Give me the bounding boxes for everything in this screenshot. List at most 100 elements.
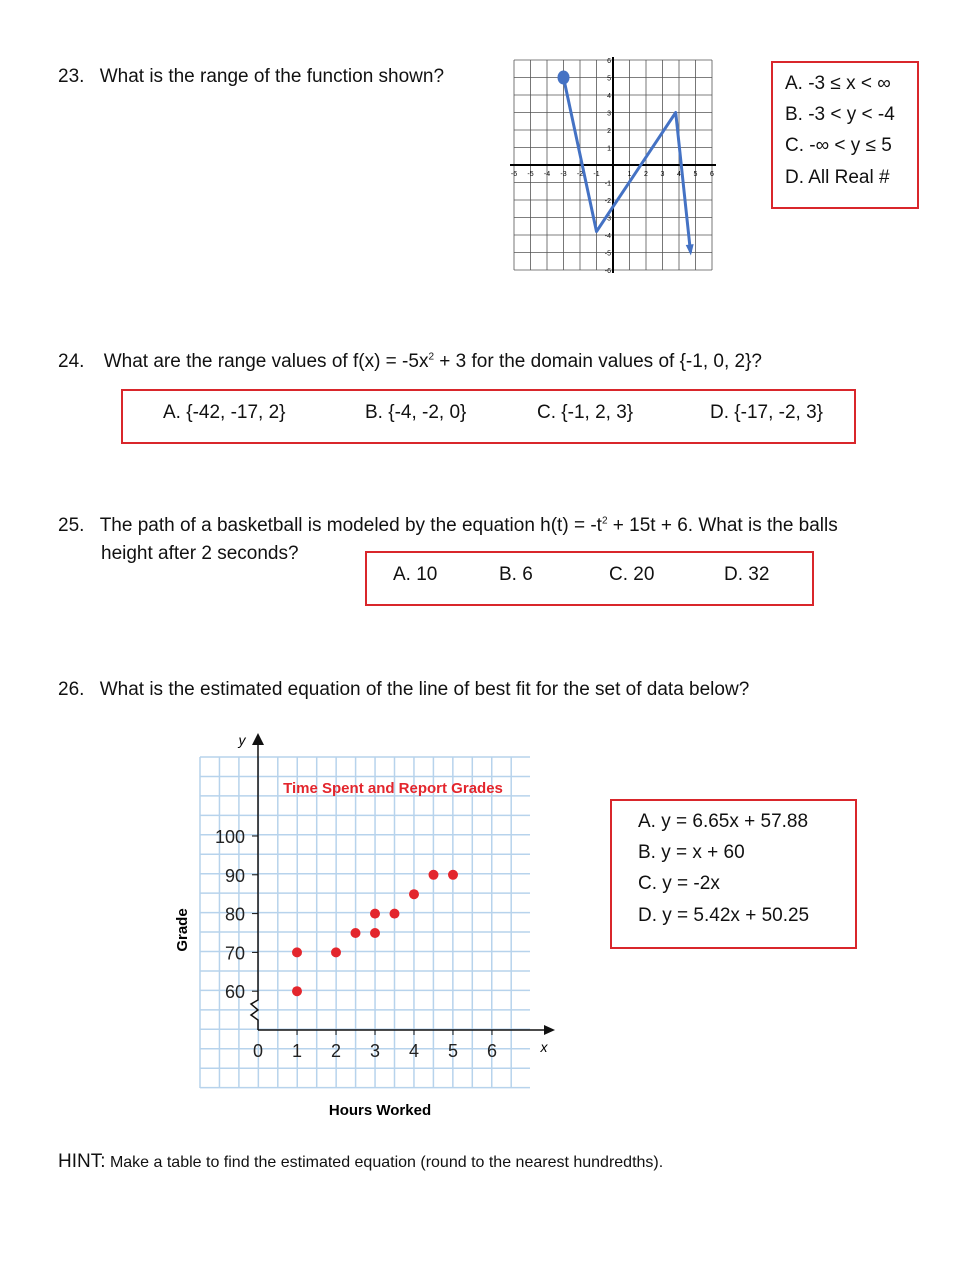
x-tick-label: 3 xyxy=(370,1041,380,1061)
q25-text-after: + 15t + 6. What is the balls xyxy=(607,515,838,536)
y-tick-label: -6 xyxy=(605,268,611,275)
q23-choice-d[interactable]: D. All Real # xyxy=(785,167,890,188)
q23-choice-a[interactable]: A. -3 ≤ x < ∞ xyxy=(785,73,891,94)
q26-choice-d[interactable]: D. y = 5.42x + 50.25 xyxy=(638,905,810,926)
x-tick-label: 4 xyxy=(409,1041,419,1061)
chart-axes xyxy=(249,733,555,1035)
q26-choice-b[interactable]: B. y = x + 60 xyxy=(638,842,745,863)
q25-choices-box: A. 10 B. 6 C. 20 D. 32 xyxy=(365,551,814,606)
data-point xyxy=(389,908,400,919)
data-point xyxy=(350,928,361,938)
q25-choice-b[interactable]: B. 6 xyxy=(499,564,533,585)
y-tick-label: 1 xyxy=(607,146,611,153)
y-tick-label: -3 xyxy=(605,216,611,223)
x-tick-label: -2 xyxy=(577,171,583,178)
q24-question: 24. What are the range values of f(x) = … xyxy=(58,351,762,373)
function-line xyxy=(562,77,693,253)
x-tick-label: -6 xyxy=(511,171,517,178)
q26-number: 26. xyxy=(58,679,85,700)
y-tick-label: 90 xyxy=(225,866,245,886)
chart-x-axis-label: Hours Worked xyxy=(329,1102,431,1119)
hint: HINT: Make a table to find the estimated… xyxy=(58,1151,663,1173)
x-tick-label: 1 xyxy=(628,171,632,178)
q23-choice-c[interactable]: C. -∞ < y ≤ 5 xyxy=(785,135,892,156)
y-tick-label: -5 xyxy=(605,251,611,258)
chart-ticks: 0 1 2 3 4 5 6 60 70 80 90 100 xyxy=(215,827,497,1061)
q23-question: 23. What is the range of the function sh… xyxy=(58,66,444,88)
x-tick-label: 6 xyxy=(710,171,714,178)
x-tick-label: 6 xyxy=(487,1041,497,1061)
q24-choice-d[interactable]: D. {-17, -2, 3} xyxy=(710,402,824,423)
y-tick-label: 5 xyxy=(607,76,611,83)
q26-choice-c[interactable]: C. y = -2x xyxy=(638,873,720,894)
x-tick-label: -4 xyxy=(544,171,550,178)
x-tick-label: 3 xyxy=(661,171,665,178)
y-tick-label: 100 xyxy=(215,827,245,847)
x-axis-arrow-icon xyxy=(544,1025,555,1035)
x-tick-label: 2 xyxy=(644,171,648,178)
q24-choice-c[interactable]: C. {-1, 2, 3} xyxy=(537,402,634,423)
data-point xyxy=(292,986,302,997)
q23-choices-box: A. -3 ≤ x < ∞ B. -3 < y < -4 C. -∞ < y ≤… xyxy=(771,61,919,209)
q25-exponent: 2 xyxy=(601,515,608,527)
q24-text: What are the range values of f(x) = -5x xyxy=(103,351,429,372)
q24-choices-box: A. {-42, -17, 2} B. {-4, -2, 0} C. {-1, … xyxy=(121,389,856,444)
y-tick-label: 6 xyxy=(607,58,611,65)
closed-endpoint-dot xyxy=(557,70,570,85)
y-tick-label: -2 xyxy=(605,198,611,205)
q26-question: 26. What is the estimated equation of th… xyxy=(58,679,749,701)
x-tick-label: 5 xyxy=(448,1041,458,1061)
q25-text: The path of a basketball is modeled by t… xyxy=(99,515,602,536)
q23-choice-b[interactable]: B. -3 < y < -4 xyxy=(785,104,895,125)
x-tick-label: 0 xyxy=(253,1041,263,1061)
q24-text-after: + 3 for the domain values of {-1, 0, 2}? xyxy=(434,351,762,372)
q23-text: What is the range of the function shown? xyxy=(99,66,445,87)
x-tick-label: 2 xyxy=(331,1041,341,1061)
chart-y-letter: y xyxy=(238,732,247,748)
q26-choice-a[interactable]: A. y = 6.65x + 57.88 xyxy=(638,811,809,832)
x-tick-label: 1 xyxy=(292,1041,302,1061)
y-tick-label: 80 xyxy=(225,905,245,925)
data-point xyxy=(428,869,439,880)
y-tick-label: 60 xyxy=(225,982,245,1002)
q25-question: 25. The path of a basketball is modeled … xyxy=(58,515,838,537)
chart-grid xyxy=(199,756,530,1089)
y-tick-label: -1 xyxy=(605,181,611,188)
q23-number: 23. xyxy=(58,66,85,87)
y-axis-arrow-icon xyxy=(252,733,264,745)
chart-title: Time Spent and Report Grades xyxy=(283,780,503,797)
y-tick-label: 3 xyxy=(607,111,611,118)
hint-text: Make a table to find the estimated equat… xyxy=(105,1154,664,1171)
q25-number: 25. xyxy=(58,515,85,536)
data-point xyxy=(448,869,458,880)
q24-exponent: 2 xyxy=(428,351,435,363)
data-point xyxy=(370,928,380,938)
q24-choice-b[interactable]: B. {-4, -2, 0} xyxy=(365,402,467,423)
q23-function-graph: -6 -5 -4 -3 -2 -1 1 2 3 4 5 6 6 5 4 3 2 1 -1 -2 -3 -4 -5 -6 xyxy=(510,57,716,275)
q25-text-line2: height after 2 seconds? xyxy=(101,543,299,564)
q25-choice-a[interactable]: A. 10 xyxy=(393,564,438,585)
x-tick-label: -1 xyxy=(593,171,599,178)
x-tick-label: -5 xyxy=(527,171,533,178)
data-point xyxy=(331,947,341,958)
q26-choices-box: A. y = 6.65x + 57.88 B. y = x + 60 C. y … xyxy=(610,799,857,949)
hint-label: HINT: xyxy=(58,1151,106,1172)
arrow-icon xyxy=(685,244,694,256)
q24-number: 24. xyxy=(58,351,85,372)
y-axis-with-break xyxy=(249,743,260,1030)
data-point xyxy=(292,947,302,958)
chart-y-axis-label: Grade xyxy=(174,908,191,951)
chart-points xyxy=(292,869,458,997)
q25-choice-c[interactable]: C. 20 xyxy=(609,564,655,585)
y-tick-label: 4 xyxy=(607,93,611,100)
data-point xyxy=(370,908,380,919)
chart-x-letter: x xyxy=(540,1039,549,1055)
x-tick-label: 5 xyxy=(694,171,698,178)
data-point xyxy=(409,889,419,900)
q24-choice-a[interactable]: A. {-42, -17, 2} xyxy=(163,402,286,423)
x-tick-label: -3 xyxy=(560,171,566,178)
x-tick-label: 4 xyxy=(677,171,681,178)
y-tick-label: 70 xyxy=(225,943,245,963)
q25-choice-d[interactable]: D. 32 xyxy=(724,564,770,585)
